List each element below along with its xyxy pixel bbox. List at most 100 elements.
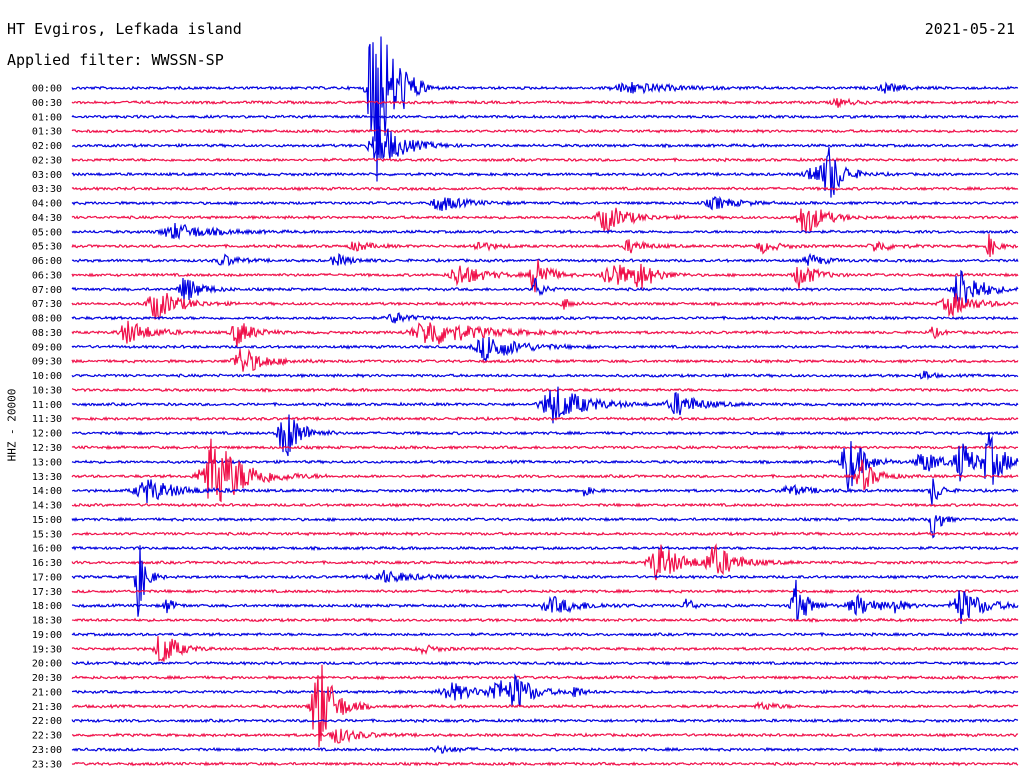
trace-1530	[71, 531, 1019, 537]
trace-1830	[71, 617, 1019, 623]
row-label: 23:30	[32, 759, 62, 770]
row-label: 09:30	[32, 357, 62, 368]
trace-0630	[71, 259, 1019, 293]
trace-0600	[71, 252, 1019, 267]
row-label: 21:00	[32, 687, 62, 698]
trace-1130	[71, 415, 1019, 422]
trace-0000	[71, 36, 1019, 182]
trace-2330	[71, 761, 1019, 767]
row-label: 00:30	[32, 98, 62, 109]
trace-0800	[71, 312, 1019, 324]
trace-1700	[71, 545, 1019, 617]
trace-1930	[71, 636, 1019, 662]
date-label: 2021-05-21	[924, 20, 1015, 38]
trace-0130	[71, 128, 1019, 134]
row-label: 18:30	[32, 616, 62, 627]
trace-1030	[71, 387, 1019, 393]
trace-2000	[71, 660, 1019, 666]
row-label: 12:00	[32, 429, 62, 440]
trace-2130	[71, 664, 1019, 748]
trace-1900	[71, 631, 1019, 638]
row-label: 13:30	[32, 472, 62, 483]
row-label: 07:30	[32, 299, 62, 310]
trace-0330	[71, 185, 1019, 192]
row-label: 15:00	[32, 515, 62, 526]
trace-1100	[71, 386, 1019, 424]
row-label: 10:00	[32, 371, 62, 382]
row-label: 20:30	[32, 673, 62, 684]
row-labels: 00:00 00:30 01:00 01:30 02:00 02:30 03:00 03:30…	[32, 84, 62, 771]
row-label: 05:00	[32, 227, 62, 238]
seismogram-traces	[71, 36, 1019, 767]
row-label: 19:30	[32, 644, 62, 655]
row-label: 01:00	[32, 112, 62, 123]
row-label: 22:00	[32, 716, 62, 727]
row-label: 16:00	[32, 544, 62, 555]
row-label: 20:00	[32, 659, 62, 670]
trace-0930	[71, 348, 1019, 372]
row-label: 23:00	[32, 745, 62, 756]
trace-1000	[71, 370, 1019, 381]
row-label: 07:00	[32, 285, 62, 296]
row-label: 13:00	[32, 457, 62, 468]
trace-1800	[71, 579, 1019, 624]
trace-0300	[71, 147, 1019, 198]
row-label: 16:30	[32, 558, 62, 569]
trace-1730	[71, 588, 1019, 595]
trace-0530	[71, 233, 1019, 258]
row-label: 03:30	[32, 184, 62, 195]
trace-0430	[71, 207, 1019, 234]
row-label: 02:30	[32, 155, 62, 166]
row-label: 22:30	[32, 731, 62, 742]
row-label: 21:30	[32, 702, 62, 713]
row-label: 19:00	[32, 630, 62, 641]
row-label: 03:00	[32, 170, 62, 181]
trace-0500	[71, 222, 1019, 241]
row-label: 06:00	[32, 256, 62, 267]
trace-0030	[71, 97, 1019, 108]
row-label: 17:00	[32, 572, 62, 583]
trace-2100	[71, 673, 1019, 708]
row-label: 04:30	[32, 213, 62, 224]
trace-1200	[71, 414, 1019, 457]
row-label: 08:00	[32, 314, 62, 325]
trace-0830	[71, 320, 1019, 348]
row-label: 14:00	[32, 486, 62, 497]
trace-0400	[71, 195, 1019, 211]
trace-0700	[71, 269, 1019, 305]
trace-0730	[71, 293, 1019, 320]
trace-1230	[71, 444, 1019, 451]
row-label: 02:00	[32, 141, 62, 152]
row-label: 18:00	[32, 601, 62, 612]
trace-2230	[72, 728, 1019, 744]
row-label: 17:30	[32, 587, 62, 598]
trace-1330	[71, 438, 1019, 503]
row-label: 09:00	[32, 342, 62, 353]
row-label: 12:30	[32, 443, 62, 454]
trace-0200	[71, 126, 1019, 160]
trace-0900	[71, 336, 1019, 363]
trace-2300	[71, 744, 1019, 754]
trace-1630	[71, 543, 1019, 581]
trace-1600	[71, 545, 1019, 552]
trace-0100	[71, 113, 1019, 120]
row-label: 06:30	[32, 270, 62, 281]
trace-2200	[71, 717, 1019, 724]
row-label: 08:30	[32, 328, 62, 339]
station-title: HT Evgiros, Lefkada island	[7, 20, 242, 38]
row-label: 05:30	[32, 242, 62, 253]
trace-1500	[71, 515, 1019, 539]
row-label: 11:00	[32, 400, 62, 411]
applied-filter: Applied filter: WWSSN-SP	[7, 51, 224, 69]
trace-1430	[71, 502, 1019, 508]
row-label: 14:30	[32, 501, 62, 512]
row-label: 15:30	[32, 529, 62, 540]
trace-1400	[71, 478, 1019, 506]
row-label: 11:30	[32, 414, 62, 425]
row-label: 10:30	[32, 385, 62, 396]
row-label: 01:30	[32, 127, 62, 138]
row-label: 04:00	[32, 199, 62, 210]
trace-0230	[71, 157, 1019, 163]
trace-2030	[71, 674, 1019, 681]
